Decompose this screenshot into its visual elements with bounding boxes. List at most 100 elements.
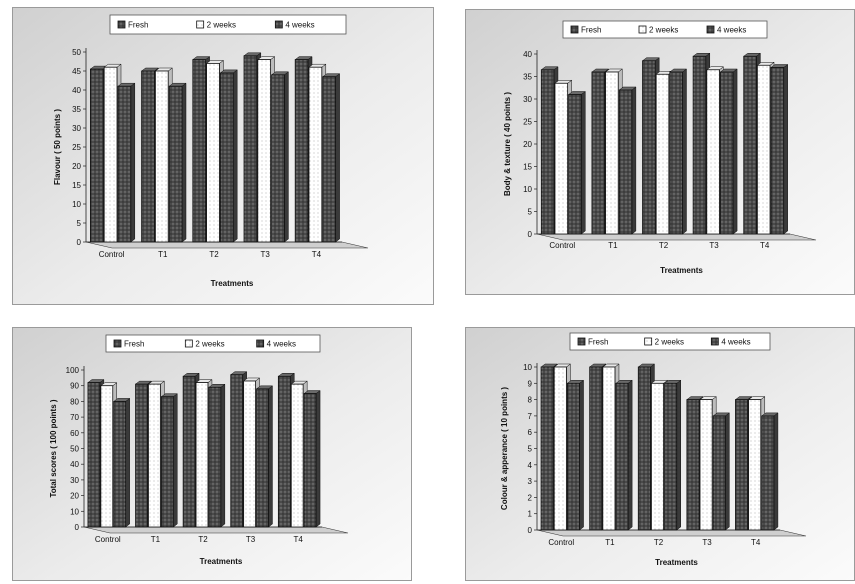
y-tick-label: 15 (523, 163, 532, 172)
chart-total-scores: 0 10 20 30 40 50 60 70 80 90 100 Control T1 T2 T3 T4 Tre… (12, 327, 412, 581)
chart-colour-appearance: 0 1 2 3 4 5 6 7 8 9 10 Control T1 T2 T3 T4 Treatments Col… (465, 327, 855, 581)
y-tick-label: 40 (70, 460, 79, 469)
y-tick-label: 9 (528, 379, 533, 388)
bar-w4-t2 (669, 68, 688, 235)
x-category-label: T3 (709, 241, 719, 250)
x-category-label: T3 (261, 250, 271, 259)
legend-label: 4 weeks (285, 21, 314, 30)
bar-side (173, 393, 178, 528)
y-tick-label: 3 (528, 477, 533, 486)
y-tick-label: 10 (523, 185, 532, 194)
chart-floor (536, 233, 817, 241)
legend-swatch-w2 (644, 337, 653, 346)
chart-panel-flavour: 0 5 10 15 20 25 30 35 40 45 50 Control T1 T2 T3 T4 Treat… (12, 7, 434, 305)
bar-face (243, 380, 256, 528)
chart-floor (536, 529, 807, 537)
y-tick-label: 6 (528, 428, 533, 437)
y-tick-label: 20 (523, 140, 532, 149)
y-tick-label: 25 (523, 118, 532, 127)
chart-body-texture: 0 5 10 15 20 25 30 35 40 Control T1 T2 T3 T4 Treatment… (465, 9, 855, 295)
y-tick-label: 50 (70, 445, 79, 454)
x-axis-title: Treatments (655, 558, 698, 567)
y-tick-label: 30 (72, 124, 81, 133)
bar-face (148, 383, 161, 528)
x-axis-title: Treatments (211, 279, 254, 288)
legend-label: 4 weeks (717, 26, 746, 35)
bar-side (725, 412, 730, 531)
bar-face (103, 66, 118, 243)
bar-side (335, 73, 340, 243)
bar-face (651, 382, 664, 531)
bar-w4-control (566, 379, 585, 531)
y-tick-label: 10 (70, 507, 79, 516)
chart-floor (85, 241, 369, 249)
y-tick-label: 0 (75, 523, 80, 532)
bar-face (192, 59, 207, 243)
bar-side (773, 412, 779, 531)
legend-swatch-w2 (196, 20, 205, 29)
bar-side (676, 379, 681, 531)
legend-swatch-fresh (113, 339, 122, 348)
bar-face (686, 399, 700, 531)
bar-face (308, 66, 323, 243)
bar-face (271, 74, 285, 243)
x-category-label: T2 (654, 538, 664, 547)
chart-panel-body-texture: 0 5 10 15 20 25 30 35 40 Control T1 T2 T3 T4 Treatment… (465, 9, 855, 295)
bar-face (589, 366, 603, 531)
bar-w4-t2 (663, 379, 682, 531)
bar-w4-t4 (761, 412, 779, 531)
y-tick-label: 70 (70, 413, 79, 422)
bar-face (605, 71, 619, 235)
bar-face (637, 366, 651, 531)
legend-label: 2 weeks (655, 338, 684, 347)
bar-face (655, 73, 670, 235)
x-axis-title: Treatments (200, 557, 243, 566)
bar-face (669, 71, 683, 235)
bar-w4-t3 (270, 71, 290, 243)
legend-label: Fresh (124, 340, 144, 349)
bar-face (303, 393, 317, 528)
legend-label: 2 weeks (649, 26, 678, 35)
y-tick-label: 60 (70, 429, 79, 438)
y-tick-label: 0 (528, 230, 533, 239)
x-category-label: T1 (158, 250, 168, 259)
legend-label: 4 weeks (721, 338, 750, 347)
bar-w4-control (117, 82, 136, 243)
y-axis-title: Body & texture ( 40 points ) (503, 92, 512, 196)
legend-swatch-fresh (577, 337, 586, 346)
legend-label: Fresh (588, 338, 608, 347)
x-category-label: T1 (151, 535, 161, 544)
bar-side (581, 91, 586, 235)
y-tick-label: 20 (70, 492, 79, 501)
legend-swatch-fresh (570, 25, 579, 34)
x-category-label: Control (99, 250, 125, 259)
y-tick-label: 1 (528, 510, 533, 519)
legend-swatch-w4 (256, 339, 265, 348)
bar-w4-t3 (255, 385, 274, 528)
bar-w4-t4 (303, 390, 321, 528)
bar-w4-control (567, 91, 587, 235)
bar-face (113, 401, 127, 528)
y-tick-label: 5 (77, 219, 82, 228)
legend-box (569, 332, 771, 351)
legend-label: Fresh (128, 21, 148, 30)
x-category-label: T3 (246, 535, 256, 544)
y-tick-label: 4 (528, 461, 533, 470)
y-axis-title: Colour & apperance ( 10 points ) (500, 387, 509, 510)
legend-label: Fresh (581, 26, 601, 35)
y-tick-label: 5 (528, 208, 533, 217)
y-tick-label: 2 (528, 493, 533, 502)
chart-panel-colour-appearance: 0 1 2 3 4 5 6 7 8 9 10 Control T1 T2 T3 T4 Treatments Col… (465, 327, 855, 581)
legend-box (562, 20, 768, 39)
bar-side (125, 397, 130, 528)
bar-w4-control (113, 397, 131, 528)
bar-w4-t1 (615, 379, 633, 531)
legend-swatch-w2 (184, 339, 193, 348)
y-tick-label: 35 (72, 105, 81, 114)
y-axis-title: Flavour ( 50 points ) (53, 109, 62, 185)
legend-swatch-w2 (638, 25, 647, 34)
bar-side (232, 69, 238, 243)
bar-face (743, 55, 757, 235)
y-tick-label: 100 (66, 366, 80, 375)
y-tick-label: 40 (523, 50, 532, 59)
